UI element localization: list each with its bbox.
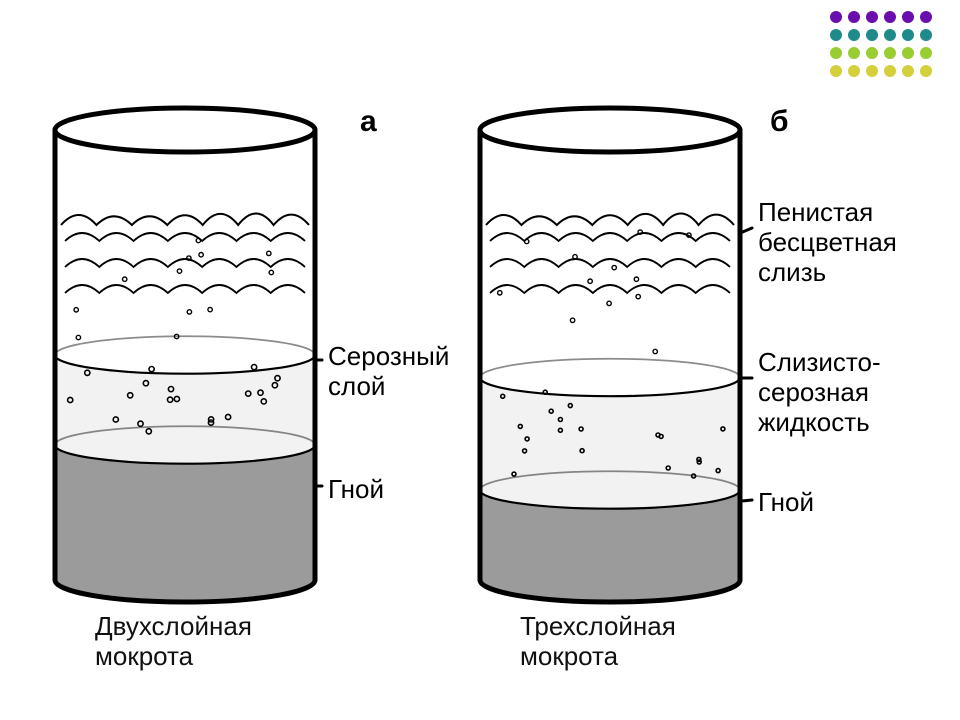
decor-dot	[866, 11, 878, 23]
decor-dot	[830, 29, 842, 41]
decor-dot	[920, 29, 932, 41]
decor-dot	[884, 47, 896, 59]
decor-dot	[884, 65, 896, 77]
decor-dot	[830, 65, 842, 77]
panel-a-label-pus: Гной	[328, 475, 384, 505]
panel-a-label-serous: Серозный слой	[328, 342, 449, 402]
stage: а Двухслойная мокрота Серозный слой Гной б Тр…	[0, 0, 960, 720]
panel-b-label-pus: Гной	[758, 488, 814, 518]
decor-dot	[848, 11, 860, 23]
panel-b-label-mucoserous: Слизисто- серозная жидкость	[758, 348, 881, 438]
decor-dot	[848, 47, 860, 59]
decor-dot	[866, 47, 878, 59]
decor-dot	[866, 65, 878, 77]
decor-dot	[884, 11, 896, 23]
panel-b-letter: б	[770, 105, 789, 139]
decor-dot	[848, 65, 860, 77]
panel-b-caption: Трехслойная мокрота	[520, 612, 676, 672]
decor-dot	[848, 29, 860, 41]
panel-b-label-foam: Пенистая бесцветная слизь	[758, 198, 897, 288]
decor-dot	[902, 47, 914, 59]
panel-a-caption: Двухслойная мокрота	[95, 612, 252, 672]
decor-dot	[866, 29, 878, 41]
decor-dot	[920, 65, 932, 77]
decor-dot	[830, 47, 842, 59]
dot-row	[830, 46, 932, 58]
decor-dot	[920, 11, 932, 23]
decor-dot	[902, 65, 914, 77]
panel-a-letter: а	[360, 105, 377, 139]
corner-dot-matrix	[830, 10, 932, 82]
glass-b	[460, 100, 760, 610]
decor-dot	[902, 29, 914, 41]
decor-dot	[902, 11, 914, 23]
dot-row	[830, 28, 932, 40]
dot-row	[830, 64, 932, 76]
glass-a	[35, 100, 335, 610]
decor-dot	[830, 11, 842, 23]
decor-dot	[884, 29, 896, 41]
dot-row	[830, 10, 932, 22]
decor-dot	[920, 47, 932, 59]
